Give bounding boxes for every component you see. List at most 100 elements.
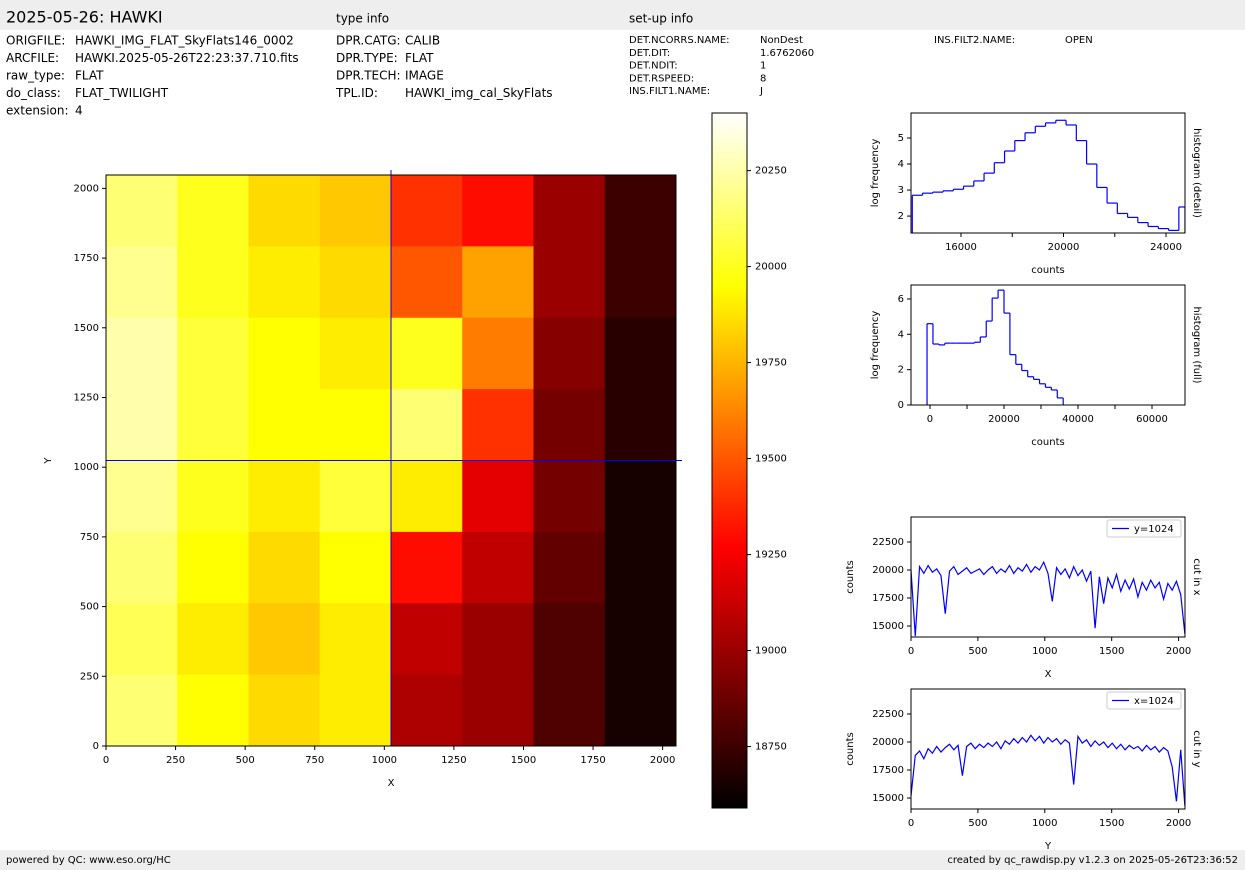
info-value: HAWKI_IMG_FLAT_SkyFlats146_0002 xyxy=(75,34,294,48)
y-tick-label: 20000 xyxy=(872,565,904,576)
y-axis-label: counts xyxy=(845,560,856,593)
side-label: cut in y xyxy=(1191,730,1202,767)
y-axis-label: Y xyxy=(43,457,54,465)
y-tick-label: 750 xyxy=(80,532,99,543)
section-title: type info xyxy=(336,12,389,26)
info-label: DPR.TECH: xyxy=(336,69,401,83)
x-tick-label: 0 xyxy=(908,818,914,829)
x-tick-label: 2000 xyxy=(1166,818,1191,829)
heatmap-cell xyxy=(177,603,249,676)
y-axis-label: counts xyxy=(845,732,856,765)
legend-label: x=1024 xyxy=(1134,696,1174,707)
legend-box xyxy=(1106,691,1182,710)
info-value: HAWKI_img_cal_SkyFlats xyxy=(405,86,553,100)
footer-bar xyxy=(0,850,1245,870)
heatmap-cell xyxy=(319,603,392,676)
plot: 0 20000 40000 60000 0 2 4 6 counts log frequency h… xyxy=(870,284,1202,448)
heatmap-cell xyxy=(106,389,178,461)
heatmap-cell xyxy=(319,531,392,604)
plot-area xyxy=(911,734,1185,806)
heatmap-cell xyxy=(177,460,249,533)
heatmap-cell xyxy=(248,460,321,533)
heatmap-cell xyxy=(177,389,249,461)
heatmap-cell xyxy=(462,389,534,461)
legend-label: y=1024 xyxy=(1134,524,1174,535)
heatmap-cell xyxy=(462,531,534,604)
heatmap-cell xyxy=(533,317,606,390)
heatmap-cell xyxy=(391,603,463,676)
heatmap-cell xyxy=(604,175,676,247)
info-label: ARCFILE: xyxy=(6,51,59,65)
y-tick-label: 1000 xyxy=(74,462,99,473)
y-tick-label: 250 xyxy=(80,671,99,682)
header-bar xyxy=(0,0,1245,30)
y-tick-label: 17500 xyxy=(872,765,904,776)
heatmap-cell xyxy=(106,246,178,319)
side-label: histogram (full) xyxy=(1191,306,1202,383)
heatmap-cell xyxy=(533,603,606,676)
legend-box xyxy=(1106,519,1182,538)
footer-right: created by qc_rawdisp.py v1.2.3 on 2025-… xyxy=(947,855,1238,866)
heatmap-cell xyxy=(462,460,534,533)
x-tick-label: 16000 xyxy=(945,242,977,253)
side-label: histogram (detail) xyxy=(1191,128,1202,218)
heatmap-cell xyxy=(604,531,676,604)
y-axis-label: log frequency xyxy=(870,139,881,208)
y-tick-label: 1500 xyxy=(74,323,99,334)
info-value: IMAGE xyxy=(405,69,444,83)
heatmap-cell xyxy=(462,317,534,390)
heatmap-cell xyxy=(106,603,178,676)
heatmap-cell xyxy=(533,674,606,746)
y-tick-label: 5 xyxy=(898,133,904,144)
info-value: 1.6762060 xyxy=(760,48,814,59)
x-tick-label: 40000 xyxy=(1062,414,1094,425)
heatmap-cell xyxy=(462,603,534,676)
heatmap-cell xyxy=(248,317,321,390)
axes-frame xyxy=(910,112,1186,234)
x-tick-label: 1500 xyxy=(511,755,536,766)
x-tick-label: 1750 xyxy=(580,755,605,766)
colorbar-tick-label: 19250 xyxy=(755,550,787,561)
axes-frame xyxy=(105,174,677,747)
heatmap-cell xyxy=(533,175,606,247)
colorbar-tick-label: 19500 xyxy=(755,454,787,465)
info-label: INS.FILT2.NAME: xyxy=(934,35,1015,46)
heatmap-cell xyxy=(391,674,463,746)
axes-frame xyxy=(910,516,1186,638)
heatmap-cell xyxy=(177,674,249,746)
heatmap-cell xyxy=(177,317,249,390)
axes-frame xyxy=(910,688,1186,810)
info-value: 1 xyxy=(760,61,766,72)
info-value: 4 xyxy=(75,104,83,118)
colorbar xyxy=(711,112,748,809)
x-axis-label: X xyxy=(1045,669,1052,680)
heatmap-cell xyxy=(319,317,392,390)
page-title: 2025-05-26: HAWKI xyxy=(6,8,163,27)
y-tick-label: 4 xyxy=(898,159,904,170)
heatmap-cell xyxy=(604,389,676,461)
x-tick-label: 1000 xyxy=(1032,646,1057,657)
heatmap-cell xyxy=(319,674,392,746)
heatmap-cell xyxy=(604,317,676,390)
y-tick-label: 4 xyxy=(898,329,904,340)
info-label: DPR.TYPE: xyxy=(336,51,398,65)
y-tick-label: 15000 xyxy=(872,793,904,804)
heatmap-cell xyxy=(248,246,321,319)
data-line xyxy=(911,734,1185,806)
heatmap-cell xyxy=(533,531,606,604)
axes-frame xyxy=(910,284,1186,406)
heatmap-cell xyxy=(604,246,676,319)
x-tick-label: 1000 xyxy=(372,755,397,766)
y-tick-label: 2 xyxy=(898,365,904,376)
heatmap-cell xyxy=(391,317,463,390)
data-line xyxy=(911,560,1185,637)
y-tick-label: 22500 xyxy=(872,537,904,548)
info-label: do_class: xyxy=(6,86,61,100)
colorbar-tick-label: 19000 xyxy=(755,646,787,657)
x-tick-label: 20000 xyxy=(1048,242,1080,253)
info-label: TPL.ID: xyxy=(335,86,378,100)
x-tick-label: 2000 xyxy=(1166,646,1191,657)
plot-area xyxy=(926,289,1064,405)
